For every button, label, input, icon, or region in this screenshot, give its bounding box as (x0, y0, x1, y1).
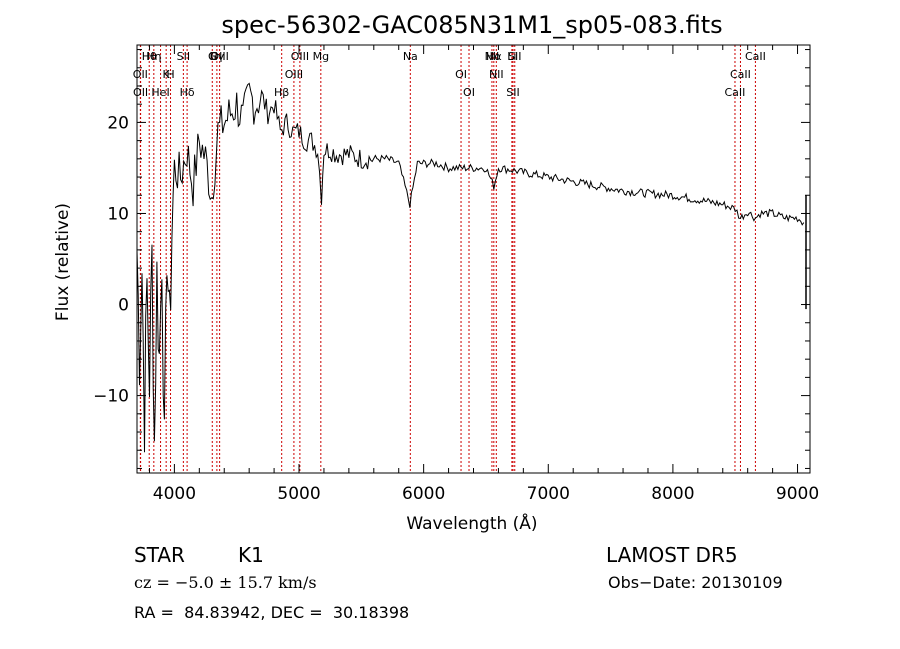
x-tick-label: 4000 (153, 484, 196, 504)
emission-line-label: OII (133, 68, 148, 81)
emission-line-label: OI (463, 86, 475, 99)
emission-line-label: G (208, 50, 217, 63)
spectrum-line (136, 82, 805, 453)
emission-line-label: SII (177, 50, 190, 63)
emission-line-label: Na (403, 50, 418, 63)
emission-line-label: K (163, 68, 171, 81)
y-axis-ticks: −10 0 10 20 (93, 49, 810, 469)
survey-name: LAMOST DR5 (606, 543, 738, 567)
y-tick-label: 0 (118, 296, 129, 316)
emission-line-label: OI (455, 68, 467, 81)
chart-title: spec-56302-GAC085N31M1_sp05-083.fits (221, 11, 722, 39)
y-tick-label: 10 (107, 204, 129, 224)
x-tick-label: 7000 (527, 484, 570, 504)
emission-line-markers (139, 45, 756, 473)
emission-line-label: NII (489, 68, 504, 81)
x-tick-label: 9000 (776, 484, 819, 504)
x-tick-label: 8000 (651, 484, 694, 504)
emission-line-label: OIII (285, 68, 303, 81)
emission-line-label: Hβ (274, 86, 289, 99)
redshift-velocity: cz = −5.0 ± 15.7 km/s (134, 573, 317, 592)
emission-line-label: SII (506, 86, 519, 99)
y-axis-label: Flux (relative) (53, 203, 73, 321)
observation-date: Obs−Date: 20130109 (608, 573, 783, 592)
y-tick-label: −10 (93, 387, 129, 407)
x-axis-label: Wavelength (Å) (406, 512, 537, 534)
emission-line-label: CaII (730, 68, 751, 81)
emission-line-label: Hγ (209, 50, 224, 63)
emission-line-label: Hη (146, 50, 161, 63)
emission-line-label: Mg (313, 50, 329, 63)
x-tick-label: 6000 (402, 484, 445, 504)
emission-line-label: Hθ (142, 50, 157, 63)
spectrum-series (136, 82, 807, 453)
emission-line-label: OIII (291, 50, 309, 63)
emission-line-label: H (166, 68, 174, 81)
x-tick-label: 5000 (277, 484, 320, 504)
coordinates: RA = 84.83942, DEC = 30.18398 (134, 603, 410, 622)
emission-line-label: CaII (745, 50, 766, 63)
emission-line-label: NII (485, 50, 500, 63)
emission-line-label: Hδ (180, 86, 195, 99)
emission-line-label: Hα (486, 50, 502, 63)
emission-line-label: HeI (151, 86, 169, 99)
y-tick-label: 20 (107, 113, 129, 133)
emission-line-label: OIII (210, 50, 228, 63)
x-axis-ticks: 4000 5000 6000 7000 8000 9000 (148, 45, 819, 504)
emission-line-label: Li (507, 50, 516, 63)
emission-line-label: SII (508, 50, 521, 63)
object-class: STAR (134, 543, 185, 567)
object-subclass: K1 (238, 543, 264, 567)
emission-line-label: OII (133, 86, 148, 99)
emission-line-label: CaII (725, 86, 746, 99)
